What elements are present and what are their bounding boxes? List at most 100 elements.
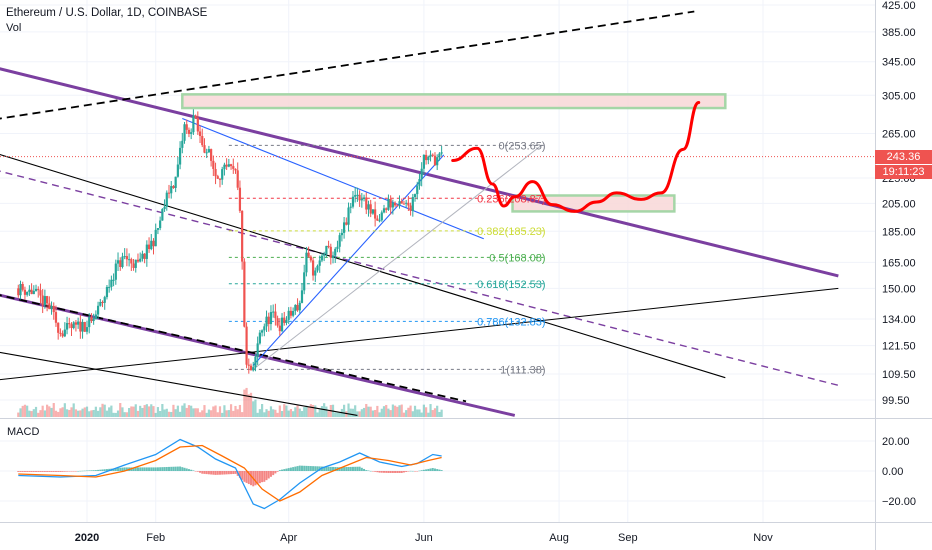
volume-bar — [34, 406, 38, 417]
volume-bar — [436, 405, 439, 417]
volume-bar — [278, 405, 281, 417]
macd-histogram-bar — [125, 467, 128, 471]
candle-body — [32, 290, 35, 295]
macd-histogram-bar — [108, 468, 111, 471]
price-axis-label: 134.00 — [882, 314, 916, 326]
candle-body — [165, 192, 168, 207]
candle-body — [238, 187, 242, 211]
candle-body — [362, 197, 366, 200]
volume-bar — [183, 403, 186, 417]
candle-body — [269, 312, 273, 325]
volume-bar — [19, 408, 22, 417]
candle-body — [212, 160, 215, 169]
volume-bar — [205, 412, 208, 417]
macd-histogram-bar — [349, 466, 352, 471]
volume-bar — [130, 406, 133, 417]
fib-level-label: 0.786(132.83) — [477, 316, 546, 328]
candle-body — [292, 310, 295, 316]
macd-histogram-bar — [143, 467, 146, 471]
candle-body — [345, 222, 348, 225]
volume-bar — [405, 410, 408, 417]
macd-histogram-bar — [243, 471, 246, 482]
candle-body — [59, 332, 62, 334]
macd-histogram-bar — [345, 467, 348, 471]
macd-histogram-bar — [81, 470, 84, 472]
macd-histogram-bar — [205, 471, 208, 475]
candle-body — [187, 129, 191, 134]
candle-body — [385, 208, 388, 210]
macd-histogram-bar — [57, 471, 60, 472]
candle-body — [170, 186, 173, 194]
candle-body — [400, 201, 403, 204]
candle-body — [172, 186, 175, 188]
macd-histogram-bar — [94, 470, 97, 471]
candle-body — [192, 115, 195, 133]
volume-bar — [147, 406, 151, 417]
candle-body — [163, 206, 166, 210]
candle-body — [17, 288, 20, 296]
volume-bar — [59, 408, 62, 417]
macd-histogram-bar — [438, 469, 441, 471]
macd-histogram-bar — [63, 471, 66, 472]
candle-body — [265, 316, 268, 327]
candle-body — [283, 317, 286, 323]
candle-body — [411, 197, 414, 211]
volume-bar — [50, 407, 53, 417]
macd-histogram-bar — [156, 467, 159, 471]
macd-histogram-bar — [371, 471, 374, 472]
candle-body — [214, 168, 217, 177]
macd-histogram-bar — [340, 467, 343, 471]
macd-histogram-bar — [99, 469, 102, 471]
candle-body — [440, 152, 443, 154]
volume-bar — [190, 405, 193, 417]
volume-bar — [161, 404, 164, 417]
candle-body — [183, 124, 186, 141]
macd-histogram-bar — [170, 466, 173, 471]
black-dashed-lower-line — [0, 294, 467, 403]
volume-bar — [81, 408, 84, 417]
volume-bar — [320, 406, 324, 417]
candle-body — [203, 145, 206, 153]
macd-histogram-bar — [338, 467, 341, 471]
price-axis-label: 109.50 — [882, 369, 916, 381]
candle-body — [174, 176, 177, 188]
volume-bar — [218, 406, 222, 417]
volume-bar — [108, 407, 111, 417]
candle-body — [221, 169, 224, 180]
candles-layer — [17, 109, 443, 374]
macd-histogram-bar — [365, 470, 368, 471]
candle-body — [23, 289, 27, 295]
candle-body — [241, 210, 244, 262]
volume-bar — [256, 412, 259, 417]
volume-bar — [254, 399, 257, 417]
candle-body — [90, 317, 93, 322]
volume-bar — [263, 412, 266, 417]
candle-body — [83, 322, 86, 332]
macd-histogram-bar — [405, 471, 408, 472]
macd-histogram-bar — [420, 470, 423, 471]
candle-body — [338, 235, 341, 247]
candle-body — [305, 252, 308, 273]
macd-histogram-bar — [265, 471, 268, 481]
candle-body — [263, 326, 266, 331]
volume-bar — [252, 401, 255, 417]
candle-body — [249, 365, 253, 371]
macd-histogram-bar — [431, 468, 434, 471]
macd-histogram-bar — [267, 471, 270, 479]
macd-histogram-bar — [185, 468, 188, 471]
macd-histogram-bar — [325, 466, 328, 471]
volume-bar — [347, 403, 350, 417]
macd-histogram-bar — [134, 467, 137, 471]
volume-bar — [21, 405, 24, 417]
macd-histogram-bar — [363, 468, 366, 471]
macd-histogram-bar — [263, 471, 266, 482]
macd-histogram-bar — [50, 471, 53, 472]
volume-bar — [285, 405, 288, 417]
macd-histogram-bar — [402, 471, 405, 473]
macd-histogram-bar — [374, 471, 377, 472]
volume-bar — [72, 403, 75, 417]
volume-bar — [181, 405, 184, 417]
candle-body — [340, 232, 343, 236]
time-axis-label: Nov — [753, 532, 773, 544]
